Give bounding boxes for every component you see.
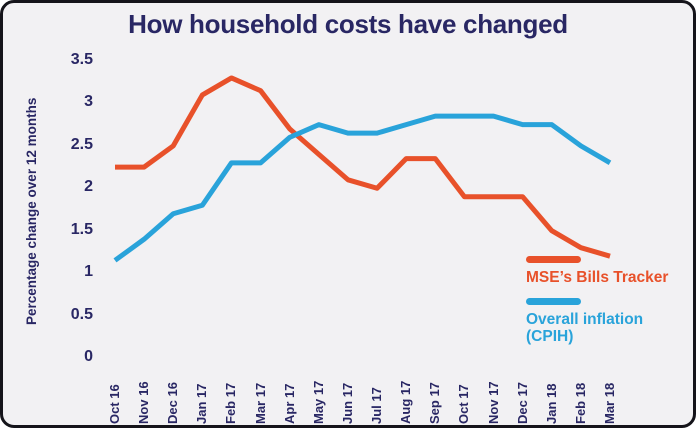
series-line-mse-s-bills-tracker: [115, 75, 611, 259]
y-tick-label: 0.5: [70, 305, 93, 323]
series-line-overall-inflation-cpih: [113, 113, 612, 263]
legend-item-mse-bills-tracker: MSE’s Bills Tracker: [526, 256, 686, 286]
y-tick-label: 1.5: [70, 220, 93, 238]
chart-canvas: [113, 75, 612, 263]
y-tick-label: 0: [84, 348, 93, 365]
y-tick-label: 3: [84, 93, 93, 111]
chart-title: How household costs have changed: [128, 9, 568, 39]
legend-label-overall-inflation-cpih: Overall inflation (CPIH): [526, 311, 644, 346]
y-tick-label: 2.5: [70, 135, 93, 153]
legend-swatch-mse-bills-tracker: [526, 256, 581, 263]
legend-swatch-overall-inflation-cpih: [526, 298, 581, 306]
y-tick-label: 2: [84, 178, 93, 196]
y-tick-label: 3.5: [70, 51, 93, 68]
legend-label-mse-bills-tracker: MSE’s Bills Tracker: [526, 269, 669, 286]
y-tick-label: 1: [84, 263, 93, 281]
legend-item-overall-inflation-cpih: Overall inflation (CPIH): [526, 298, 686, 345]
legend: MSE’s Bills Tracker Overall inflation (C…: [526, 256, 686, 357]
